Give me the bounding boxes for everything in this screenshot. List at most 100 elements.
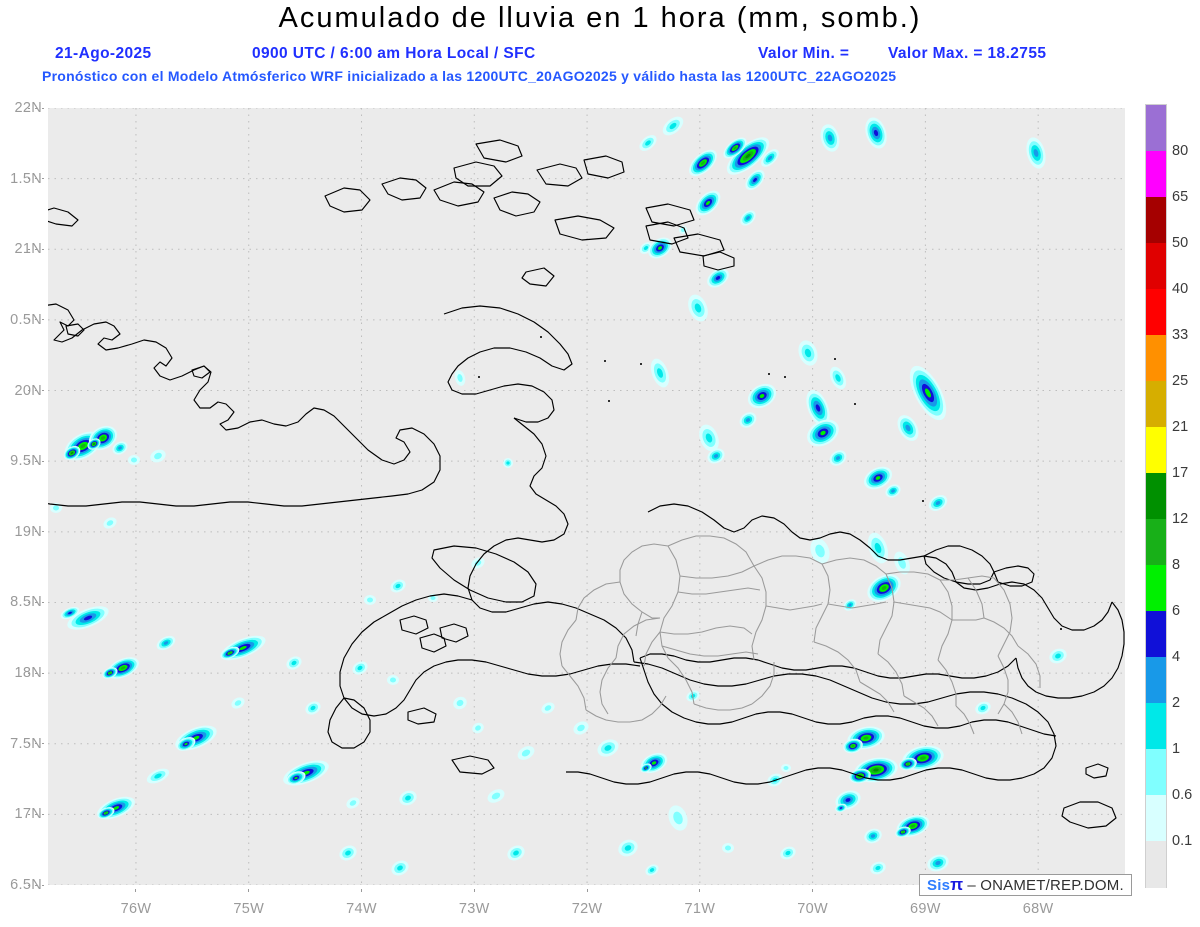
y-axis-tick: [35, 813, 37, 815]
rain-cell: [658, 246, 662, 250]
rain-cell: [239, 645, 247, 651]
rain-cell: [154, 773, 162, 779]
x-axis-tick-label: 75W: [233, 901, 265, 917]
map-speckle: [768, 373, 770, 375]
y-axis-tick-label: 7.5N: [10, 735, 42, 752]
y-axis-tick: [42, 248, 44, 250]
y-axis-tick: [35, 248, 37, 250]
y-axis-tick: [42, 601, 44, 603]
colorbar-segment: [1146, 657, 1166, 704]
rain-cell: [357, 665, 363, 671]
y-axis-tick: [35, 743, 37, 745]
colorbar-tick-label: 40: [1172, 281, 1189, 297]
y-axis-tick: [42, 390, 44, 392]
y-axis-tick: [42, 319, 44, 321]
organization-label: – ONAMET/REP.DOM.: [967, 876, 1124, 894]
rain-cell: [701, 161, 705, 165]
rain-cell: [839, 807, 843, 809]
colorbar-tick-label: 4: [1172, 649, 1181, 665]
rain-cell: [294, 776, 298, 780]
rain-cell: [863, 736, 869, 740]
value-max-label: Valor Max. = 18.2755: [888, 45, 1047, 62]
forecast-date: 21-Ago-2025: [55, 45, 152, 62]
colorbar-tick-label: 6: [1172, 603, 1181, 619]
rain-cell: [68, 611, 72, 615]
rain-cell: [234, 880, 286, 885]
rain-cell: [694, 303, 702, 313]
colorbar-segment: [1146, 703, 1166, 750]
rain-cell: [651, 761, 657, 765]
rain-cell: [345, 850, 351, 856]
rain-cell: [873, 768, 879, 772]
rain-cell: [873, 129, 879, 137]
y-axis-tick: [35, 460, 37, 462]
x-axis-tick: [473, 889, 475, 892]
rain-cell: [725, 845, 731, 851]
rain-cell: [753, 177, 757, 183]
y-axis-tick: [42, 178, 44, 180]
colorbar-tick-label: 21: [1172, 419, 1189, 435]
y-axis-tick: [35, 531, 37, 533]
y-axis-tick: [42, 672, 44, 674]
colorbar-segment: [1146, 749, 1166, 796]
y-axis-tick: [42, 460, 44, 462]
map-canvas: [48, 108, 1125, 885]
rain-cell: [875, 476, 881, 480]
rain-cell: [184, 742, 188, 746]
x-axis-tick: [248, 889, 250, 892]
rain-cell: [649, 868, 655, 872]
rain-cell: [491, 792, 501, 800]
colorbar-tick-label: 65: [1172, 189, 1189, 205]
colorbar: [1145, 104, 1167, 888]
rain-cell: [851, 744, 855, 748]
rain-cell: [656, 368, 664, 378]
rain-cell: [745, 418, 751, 422]
rain-cell: [820, 430, 826, 436]
map-speckle: [834, 358, 836, 360]
y-axis-tick: [28, 460, 30, 462]
y-axis-tick: [28, 319, 30, 321]
rain-cell: [874, 542, 882, 554]
rain-cell: [713, 454, 719, 458]
y-axis-tick: [28, 601, 30, 603]
y-axis-tick: [28, 813, 30, 815]
rain-cell: [163, 641, 169, 645]
rain-cell: [475, 725, 481, 731]
page-title: Acumulado de lluvia en 1 hora (mm, somb.…: [278, 2, 922, 34]
rain-cell: [430, 596, 436, 600]
pi-logo-icon: π: [950, 875, 964, 894]
colorbar-segment: [1146, 381, 1166, 428]
attribution-badge: Sis π – ONAMET/REP.DOM.: [919, 874, 1132, 896]
y-axis-tick: [42, 884, 44, 886]
rain-cell: [234, 700, 242, 706]
colorbar-segment: [1146, 565, 1166, 612]
colorbar-tick-label: 2: [1172, 695, 1181, 711]
x-axis-tick: [361, 889, 362, 892]
rain-cell: [120, 666, 126, 670]
map-speckle: [640, 363, 642, 365]
colorbar-segment: [1146, 427, 1166, 474]
rain-cell: [715, 276, 721, 280]
value-min-label: Valor Min. =: [758, 45, 850, 62]
colorbar-tick-label: 1: [1172, 741, 1181, 757]
x-axis-tick: [586, 889, 588, 892]
rain-cell: [390, 677, 396, 683]
x-axis-tick: [699, 889, 701, 892]
rain-cell: [746, 216, 750, 220]
rain-cell: [783, 766, 789, 770]
x-axis-tick-label: 71W: [684, 901, 716, 917]
y-axis-tick: [35, 672, 37, 674]
rain-cell: [80, 443, 86, 449]
rain-cell: [870, 834, 876, 838]
gridlines: [48, 108, 1125, 885]
y-axis-tick: [28, 531, 30, 533]
model-description: Pronóstico con el Modelo Atmósferico WRF…: [42, 68, 897, 84]
rain-cell: [291, 660, 297, 666]
colorbar-segment: [1146, 841, 1166, 888]
rain-cell: [108, 672, 112, 674]
rain-shading: [50, 116, 1067, 885]
colorbar-segment: [1146, 473, 1166, 520]
rain-cell: [935, 501, 941, 505]
